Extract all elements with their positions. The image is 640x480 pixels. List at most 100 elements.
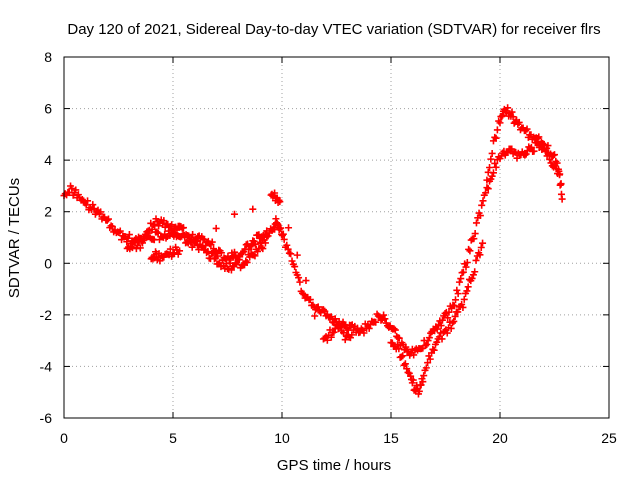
x-tick-label: 0 xyxy=(60,430,68,446)
data-point xyxy=(115,228,123,236)
data-point xyxy=(484,168,492,176)
data-point xyxy=(488,149,496,157)
data-point xyxy=(243,258,251,266)
x-tick-label: 25 xyxy=(601,430,617,446)
data-point xyxy=(508,108,516,116)
data-point xyxy=(476,212,484,220)
data-point xyxy=(251,252,259,260)
data-point xyxy=(454,308,462,316)
data-point xyxy=(250,251,258,259)
data-point xyxy=(451,312,459,320)
data-point xyxy=(348,331,356,339)
data-point xyxy=(156,257,164,265)
data-point xyxy=(471,230,479,238)
data-point xyxy=(155,222,163,230)
data-point xyxy=(390,325,398,333)
data-point xyxy=(478,201,486,209)
data-point xyxy=(377,316,385,324)
data-point xyxy=(556,170,564,178)
data-point xyxy=(423,341,431,349)
data-point xyxy=(429,345,437,353)
data-point xyxy=(491,159,499,167)
data-point xyxy=(327,333,335,341)
data-point xyxy=(430,346,438,354)
data-point xyxy=(186,237,194,245)
data-point xyxy=(448,319,456,327)
data-point xyxy=(476,251,484,259)
data-point xyxy=(262,231,270,239)
data-point xyxy=(450,317,458,325)
data-point xyxy=(283,241,291,249)
data-point xyxy=(437,322,445,330)
data-point xyxy=(454,290,462,298)
data-point xyxy=(466,247,474,255)
data-point xyxy=(407,372,415,380)
data-point xyxy=(136,244,144,252)
data-point xyxy=(447,324,455,332)
y-tick-label: 2 xyxy=(44,204,52,220)
data-point xyxy=(463,258,471,266)
data-point xyxy=(176,247,184,255)
data-point xyxy=(419,378,427,386)
data-point xyxy=(415,387,423,395)
data-point xyxy=(311,312,319,320)
series-secondary-trace xyxy=(123,215,271,264)
data-point xyxy=(124,234,132,242)
data-point xyxy=(314,303,322,311)
plot-area-frame xyxy=(63,56,610,419)
data-point xyxy=(438,335,446,343)
data-point xyxy=(306,296,314,304)
data-point xyxy=(326,314,334,322)
data-point xyxy=(128,244,136,252)
data-point xyxy=(483,176,491,184)
data-point xyxy=(327,313,335,321)
data-point xyxy=(199,235,207,243)
data-point xyxy=(116,227,124,235)
data-point xyxy=(238,249,246,257)
data-point xyxy=(472,256,480,264)
data-point xyxy=(395,334,403,342)
data-point xyxy=(457,275,465,283)
data-point xyxy=(557,180,565,188)
data-point xyxy=(108,223,116,231)
y-tick-label: -2 xyxy=(40,307,53,323)
data-point xyxy=(287,250,295,258)
data-point xyxy=(251,240,259,248)
data-point xyxy=(486,164,494,172)
y-tick-label: 8 xyxy=(44,49,52,65)
data-point xyxy=(284,245,292,253)
data-point xyxy=(464,283,472,291)
data-point xyxy=(160,217,168,225)
data-point xyxy=(90,205,98,213)
data-point xyxy=(491,133,499,141)
data-point xyxy=(247,242,255,250)
data-point xyxy=(463,287,471,295)
data-point xyxy=(452,296,460,304)
series-main-trace xyxy=(60,139,566,359)
y-tick-label: 6 xyxy=(44,101,52,117)
data-point xyxy=(509,113,517,121)
data-point xyxy=(477,244,485,251)
data-point xyxy=(488,172,496,180)
data-point xyxy=(438,316,446,324)
data-point xyxy=(279,230,287,238)
data-point xyxy=(410,351,418,359)
axis-ticks: 0 5 10 15 20 25 -6 -4 -2 0 2 4 6 8 xyxy=(40,49,617,446)
x-tick-label: 10 xyxy=(274,430,290,446)
data-point xyxy=(459,303,467,311)
data-point xyxy=(259,245,267,253)
x-axis-label: GPS time / hours xyxy=(277,457,391,474)
data-point xyxy=(533,134,541,142)
data-point xyxy=(246,243,254,251)
data-point xyxy=(330,328,338,336)
data-point xyxy=(323,336,331,344)
data-point xyxy=(444,314,452,322)
data-point xyxy=(153,228,161,236)
data-point xyxy=(515,118,523,126)
data-point xyxy=(459,268,467,276)
data-point xyxy=(331,315,339,323)
data-point xyxy=(462,263,470,271)
data-point xyxy=(421,342,429,350)
data-point xyxy=(208,238,216,246)
data-point xyxy=(487,155,495,163)
